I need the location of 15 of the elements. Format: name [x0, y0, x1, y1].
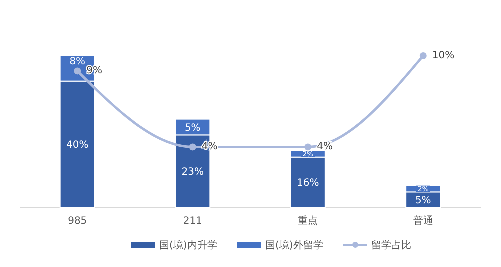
x-tick-label: 重点 — [298, 215, 318, 227]
data-label: 5% — [415, 196, 432, 207]
x-tick-label: 985 — [68, 216, 88, 227]
x-tick-label: 普通 — [413, 215, 434, 227]
data-label: 16% — [297, 178, 320, 190]
legend-label: 国(境)外留学 — [266, 240, 324, 252]
data-label: 10% — [432, 50, 455, 62]
x-tick-label: 211 — [183, 216, 202, 227]
data-label: 5% — [184, 122, 201, 134]
data-label: 23% — [182, 167, 204, 178]
data-label: 4% — [317, 142, 333, 153]
legend-label: 留学占比 — [372, 240, 412, 252]
data-label: 40% — [66, 140, 89, 152]
data-label: 8% — [70, 56, 86, 68]
legend-label: 国(境)内升学 — [160, 240, 218, 252]
